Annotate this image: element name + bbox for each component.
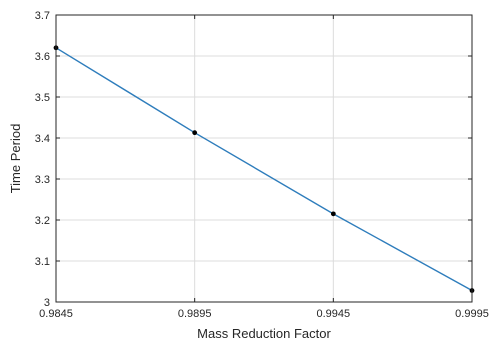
- data-point: [192, 130, 198, 136]
- plot-frame: [55, 14, 473, 303]
- grid: [56, 15, 472, 302]
- x-tick-label: 0.9895: [178, 308, 212, 320]
- x-tick-label: 0.9845: [39, 308, 73, 320]
- y-tick-label: 3.7: [35, 10, 50, 22]
- y-axis-label: Time Period: [8, 124, 23, 194]
- series: [53, 45, 475, 293]
- x-tick-label: 0.9995: [455, 308, 489, 320]
- y-tick-label: 3.3: [35, 174, 50, 186]
- series-line: [55, 47, 473, 292]
- data-point: [330, 211, 336, 217]
- y-tick-label: 3.1: [35, 256, 50, 268]
- y-tick-label: 3.5: [35, 92, 50, 104]
- y-tick-label: 3.6: [35, 51, 50, 63]
- y-tick-label: 3.4: [35, 133, 50, 145]
- x-tick-label: 0.9945: [317, 308, 351, 320]
- y-tick-label: 3: [44, 297, 50, 309]
- y-tick-label: 3.2: [35, 215, 50, 227]
- x-axis-label: Mass Reduction Factor: [197, 326, 331, 341]
